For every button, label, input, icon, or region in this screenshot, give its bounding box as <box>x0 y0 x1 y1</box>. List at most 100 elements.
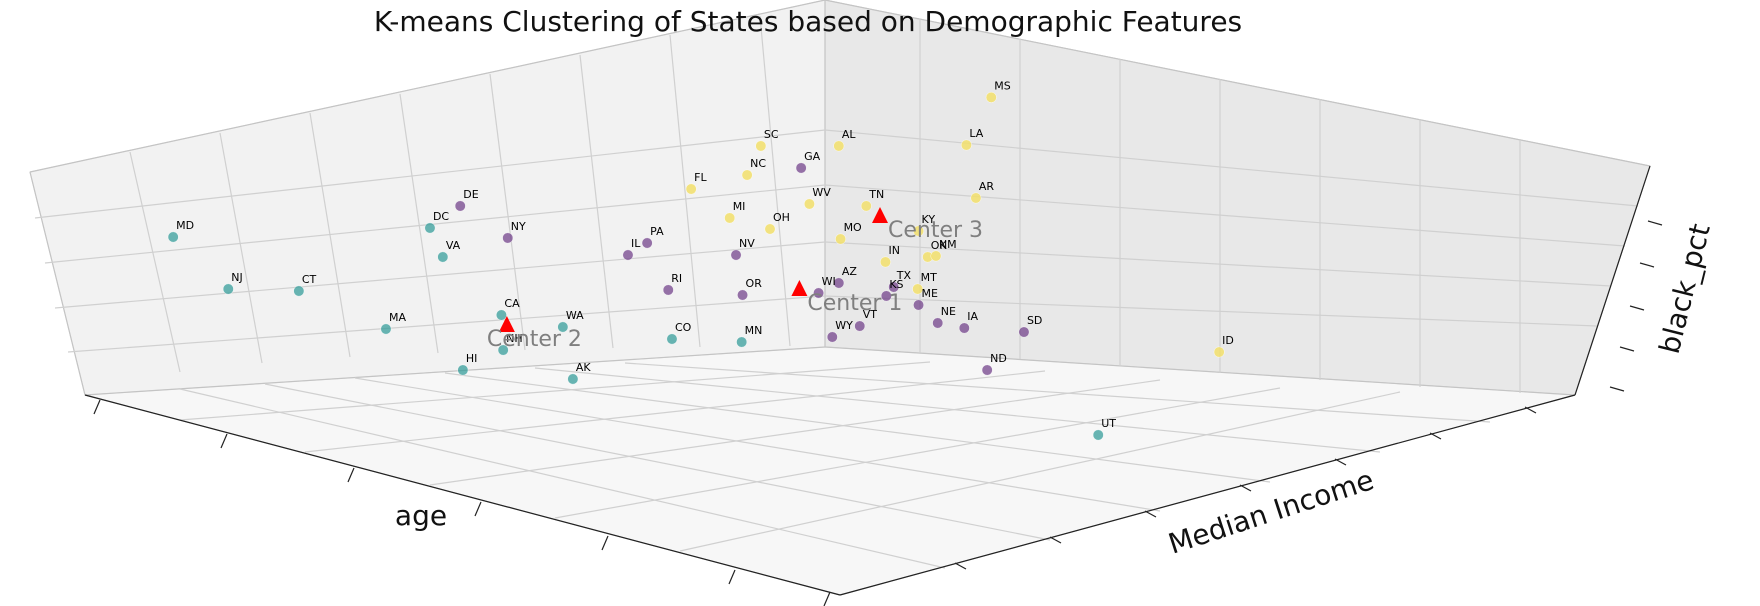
y-axis-tick-3 <box>1239 484 1252 492</box>
state-point-ak <box>567 373 579 385</box>
state-point-dc <box>424 222 436 234</box>
state-label-in: IN <box>888 244 899 257</box>
z-axis-label: black_pct <box>1653 220 1717 357</box>
state-label-sd: SD <box>1027 314 1042 327</box>
state-label-wy: WY <box>835 319 853 332</box>
state-label-va: VA <box>446 239 461 252</box>
state-label-mn: MN <box>745 324 763 337</box>
state-label-ms: MS <box>994 79 1010 92</box>
state-point-la <box>961 139 972 151</box>
x-axis-tick-3 <box>474 501 482 517</box>
state-label-sc: SC <box>764 128 779 141</box>
horizontal-grid-line-7 <box>824 295 1598 327</box>
vertical-grid-line-3 <box>399 93 439 354</box>
chart-centers <box>498 207 888 333</box>
x-axis-tick-5 <box>728 569 736 585</box>
state-label-tx: TX <box>896 269 912 282</box>
state-point-ca <box>496 309 507 321</box>
state-point-de <box>454 200 466 212</box>
state-label-ky: KY <box>922 213 936 226</box>
cluster-center-label-2: Center 1 <box>807 291 902 316</box>
x-axis-tick-0 <box>93 399 101 415</box>
state-point-ms <box>985 91 997 103</box>
state-label-pa: PA <box>650 225 664 238</box>
pane-edge-0 <box>84 346 826 396</box>
floor-grid-line-3 <box>554 387 1281 519</box>
state-label-ar: AR <box>979 180 995 193</box>
state-point-tx <box>888 281 900 293</box>
state-point-mo <box>835 233 846 245</box>
state-point-az <box>833 277 845 289</box>
state-point-id <box>1213 346 1225 358</box>
state-point-pa <box>641 237 653 249</box>
state-point-nh <box>497 344 509 356</box>
floor-grid-line-1 <box>304 370 1046 453</box>
state-point-ct <box>293 285 305 297</box>
state-point-nd <box>981 364 993 376</box>
state-label-mo: MO <box>844 221 862 234</box>
chart-points <box>167 91 1225 441</box>
z-axis-line <box>1574 165 1651 396</box>
state-label-la: LA <box>969 127 983 140</box>
state-label-ne: NE <box>941 305 956 318</box>
state-label-nm: NM <box>939 238 957 251</box>
state-label-ks: KS <box>889 278 903 291</box>
horizontal-grid-line-4 <box>824 129 1639 207</box>
state-point-nm <box>930 250 942 262</box>
horizontal-grid-line-5 <box>824 184 1626 247</box>
cluster-center-marker-3 <box>498 316 515 333</box>
horizontal-grid-line-1 <box>44 184 826 264</box>
state-label-co: CO <box>675 321 692 334</box>
state-label-ri: RI <box>671 272 682 285</box>
state-point-ri <box>662 284 674 296</box>
state-point-ks <box>880 290 892 302</box>
z-axis-tick-1 <box>1619 346 1635 352</box>
state-point-ky <box>913 225 924 237</box>
x-axis-tick-2 <box>347 467 355 483</box>
state-label-ut: UT <box>1101 417 1116 430</box>
floor-grid-line-9 <box>534 367 1381 453</box>
state-label-ca: CA <box>504 297 520 310</box>
state-point-mn <box>736 336 748 348</box>
z-axis-tick-0 <box>1609 386 1625 392</box>
floor-grid-line-7 <box>354 377 1161 512</box>
state-point-wi <box>813 287 824 299</box>
y-axis-tick-5 <box>1429 432 1442 440</box>
horizontal-grid-line-3 <box>67 295 826 353</box>
state-label-il: IL <box>631 237 641 250</box>
state-label-md: MD <box>176 219 194 232</box>
state-point-ma <box>380 323 392 335</box>
y-axis-line <box>839 394 1576 596</box>
state-label-ga: GA <box>804 150 821 163</box>
y-axis-tick-6 <box>1524 406 1537 414</box>
state-point-nc <box>741 169 753 181</box>
state-point-vt <box>854 320 866 332</box>
state-label-nc: NC <box>750 157 766 170</box>
state-label-wv: WV <box>812 186 831 199</box>
state-label-ok: OK <box>931 239 948 252</box>
x-axis-tick-4 <box>601 535 609 551</box>
cluster-center-label-3: Center 2 <box>487 327 582 352</box>
state-label-me: ME <box>922 287 938 300</box>
state-point-al <box>833 140 845 152</box>
x-axis-tick-6 <box>823 591 831 606</box>
state-label-or: OR <box>746 277 763 290</box>
pane-edge-7 <box>29 171 86 396</box>
state-point-oh <box>764 223 776 235</box>
chart-axes <box>84 165 1663 606</box>
x-axis-label: age <box>395 499 447 532</box>
z-axis-tick-3 <box>1639 262 1655 268</box>
floor-grid-line-8 <box>444 372 1271 483</box>
pane-edge-5 <box>824 0 1651 167</box>
right-pane <box>824 0 1651 396</box>
state-label-nd: ND <box>990 352 1007 365</box>
floor-grid-line-0 <box>179 361 931 421</box>
state-point-wv <box>804 198 815 210</box>
state-point-me <box>913 299 924 311</box>
state-point-ny <box>502 232 514 244</box>
state-label-nh: NH <box>506 332 522 345</box>
state-label-hi: HI <box>466 352 478 365</box>
state-label-dc: DC <box>433 210 449 223</box>
